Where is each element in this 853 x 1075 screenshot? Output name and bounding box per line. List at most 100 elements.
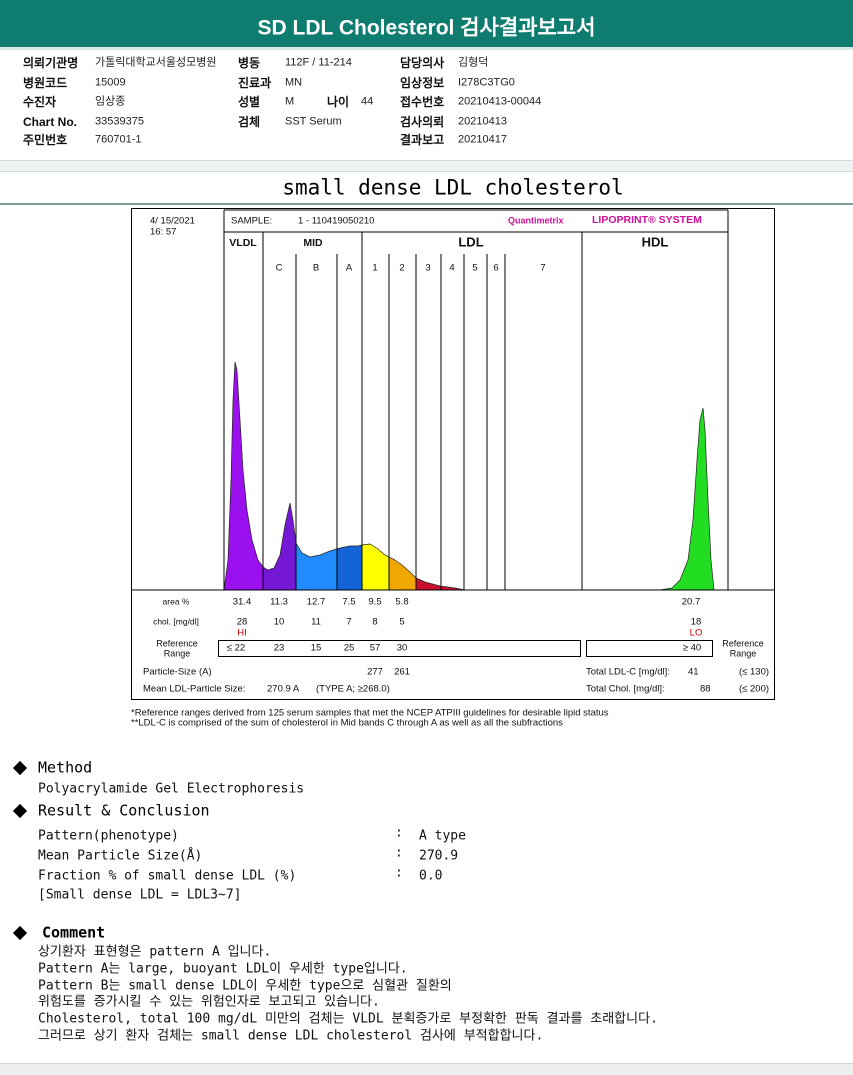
comment-line: Pattern B는 small dense LDL이 우세한 type으로 심… [38,978,452,994]
info-value: 44 [361,95,374,108]
info-label: 검체 [238,115,261,129]
sample-id: 1 - 110419050210 [298,216,374,227]
info-label: 성별 [238,95,261,109]
group-label: HDL [642,234,669,249]
profile-outline [223,361,466,591]
area-hdl: 20.7 [682,597,701,608]
mean-size: 270.9 A [267,684,300,695]
chol-value: 10 [274,617,285,628]
ref-label: Reference [156,638,198,648]
band-label: A [346,263,353,274]
area-value: 5.8 [395,597,408,608]
ref-value: 57 [370,643,381,654]
info-value: 가톨릭대학교서울성모병원 [95,56,217,69]
area-value: 12.7 [307,597,326,608]
info-value: 760701-1 [95,133,142,146]
info-label: 주민번호 [23,133,68,147]
band-label: 3 [425,263,430,274]
total-ldl: 41 [688,667,699,678]
profile-band [296,543,337,590]
info-value: 20210413 [458,115,507,128]
comment-line: 그러므로 상기 환자 검체는 small dense LDL cholester… [38,1028,544,1044]
divider [0,160,853,172]
info-label: 병동 [238,56,261,70]
section-heading: Result & Conclusion [38,801,210,820]
ref-value: 25 [344,643,355,654]
bullet [12,803,28,819]
info-label: 진료과 [238,76,272,90]
mean-type: (TYPE A; ≥268.0) [316,684,390,695]
result-separator: : [395,845,403,861]
total-ldl-limit: (≤ 130) [739,667,769,678]
section-heading: Comment [42,923,106,942]
comment-line: Pattern A는 large, buoyant LDL이 우세한 type입… [38,961,408,977]
ref-label: Reference [722,638,764,648]
area-value: 31.4 [233,597,252,608]
info-label: 결과보고 [400,133,445,147]
info-value: MN [285,76,303,89]
ref-box [586,640,713,657]
band-label: 6 [493,263,498,274]
flag: HI [237,628,247,639]
info-label: 담당의사 [400,56,445,70]
chol-hdl: 18 [691,617,702,628]
ref-value: 23 [274,643,285,654]
chart-frame [131,208,775,700]
profile-band [416,578,465,590]
band-label: C [276,263,283,274]
info-label: 접수번호 [400,95,445,109]
chol-value: 11 [311,617,321,628]
band-label: 1 [372,263,377,274]
result-label: Mean Particle Size(Å) [38,848,203,864]
total-chol: 88 [700,684,711,695]
bottom-bar [0,1063,853,1075]
info-value: 15009 [95,76,126,89]
chol-value: 8 [372,617,377,628]
chol-value: 28 [237,617,248,628]
row-label: Total Chol. [mg/dl]: [586,684,665,695]
group-label: LDL [458,234,483,249]
ref-value: 15 [311,643,322,654]
row-label: Particle-Size (A) [143,667,212,678]
particle-size: 277 [367,667,383,678]
profile-band [263,503,296,590]
info-value: I278C3TG0 [458,76,515,89]
chol-value: 7 [346,617,351,628]
group-label: MID [303,237,323,249]
area-value: 7.5 [342,597,355,608]
row-label: Total LDL-C [mg/dl]: [586,667,670,678]
section-title: small dense LDL cholesterol [282,175,624,200]
bullet [12,925,28,941]
profile-band [389,557,416,590]
info-label: 임상정보 [400,76,445,90]
info-label: 병원코드 [23,76,68,90]
profile-band [337,545,362,590]
chol-value: 5 [399,617,404,628]
sample-label: SAMPLE: [231,216,272,227]
group-label: VLDL [229,237,257,249]
result-label: Pattern(phenotype) [38,828,179,844]
comment-line: 위험도를 증가시킬 수 있는 위험인자로 보고되고 있습니다. [38,994,380,1010]
band-label: B [313,263,319,274]
info-label: 의뢰기관명 [23,56,79,70]
row-label: chol. [mg/dl] [153,616,199,626]
header-bar [0,0,853,50]
comment-line: 상기환자 표현형은 pattern A 입니다. [38,944,272,960]
area-value: 11.3 [270,597,288,608]
particle-size: 261 [394,667,410,678]
result-value: 0.0 [419,868,443,884]
footnote: **LDL-C is comprised of the sum of chole… [131,717,563,729]
brand: Quantimetrix [508,215,564,225]
band-label: 4 [449,263,454,274]
area-value: 9.5 [368,597,381,608]
row-label: area % [163,596,190,606]
total-chol-limit: (≤ 200) [739,684,769,695]
band-label: 5 [472,263,477,274]
info-label: Chart No. [23,115,77,129]
ref-label: Range [730,648,757,658]
row-label: Mean LDL-Particle Size: [143,684,245,695]
info-value: 112F / 11-214 [285,56,352,69]
info-label: 나이 [327,95,350,109]
